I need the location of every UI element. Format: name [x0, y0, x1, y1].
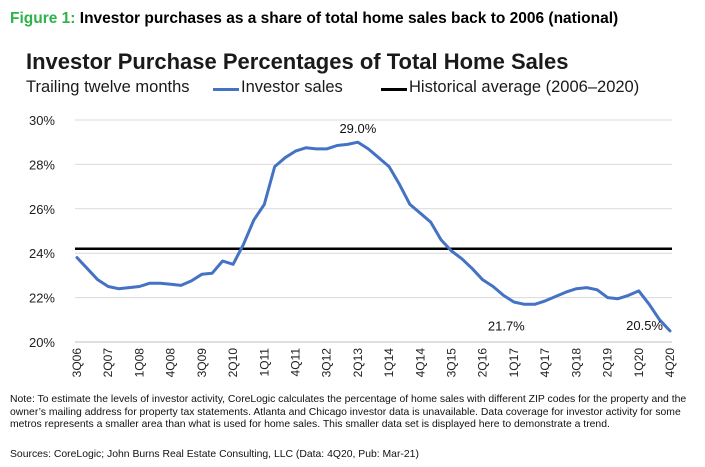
x-tick-label: 3Q09 [195, 348, 209, 378]
data-label: 20.5% [626, 318, 663, 333]
figure-caption: Investor purchases as a share of total h… [79, 10, 619, 27]
x-tick-label: 1Q14 [382, 348, 396, 378]
x-tick-label: 3Q06 [70, 348, 84, 378]
y-tick-label: 22% [29, 291, 55, 306]
x-tick-label: 4Q08 [164, 348, 178, 378]
data-label: 29.0% [339, 121, 376, 136]
y-tick-label: 26% [29, 202, 55, 217]
x-tick-label: 1Q20 [632, 348, 646, 378]
x-tick-label: 4Q14 [413, 348, 427, 378]
x-tick-label: 2Q16 [476, 348, 490, 378]
figure-label: Figure 1: [10, 10, 76, 27]
x-tick-label: 4Q17 [538, 348, 552, 378]
chart-note: Note: To estimate the levels of investor… [10, 394, 687, 431]
figure-heading: Figure 1: Investor purchases as a share … [10, 10, 618, 28]
x-tick-label: 2Q19 [601, 348, 615, 378]
x-tick-label: 4Q11 [288, 348, 302, 377]
legend-label-historical-average: Historical average (2006–2020) [409, 78, 640, 96]
x-tick-label: 2Q13 [351, 348, 365, 378]
y-tick-label: 28% [29, 157, 55, 172]
legend-label-investor-sales: Investor sales [241, 78, 343, 96]
x-tick-label: 3Q15 [445, 348, 459, 378]
y-tick-label: 24% [29, 246, 55, 261]
legend-swatch-historical-average [381, 88, 407, 91]
x-tick-label: 1Q17 [507, 348, 521, 378]
investor-sales-line [75, 140, 672, 333]
x-tick-label: 2Q10 [226, 348, 240, 378]
y-tick-label: 20% [29, 335, 55, 350]
x-tick-label: 3Q18 [569, 348, 583, 378]
line-chart: 20% 22% 24% 26% 28% 30% 3Q06 2Q07 1Q08 4Q08 3Q09 2Q… [29, 113, 677, 378]
x-tick-label: 3Q12 [320, 348, 334, 378]
x-tick-label: 4Q20 [663, 348, 677, 378]
chart-source: Sources: CoreLogic; John Burns Real Esta… [10, 449, 419, 460]
legend-row: Trailing twelve months Investor sales Hi… [26, 78, 666, 100]
x-tick-label: 1Q08 [132, 348, 146, 378]
y-tick-label: 30% [29, 113, 55, 128]
x-tick-label: 1Q11 [257, 348, 271, 377]
chart-subtitle: Trailing twelve months [26, 78, 190, 96]
legend-swatch-investor-sales [213, 88, 239, 91]
chart-title: Investor Purchase Percentages of Total H… [26, 49, 569, 74]
x-tick-label: 2Q07 [101, 348, 115, 378]
data-label: 21.7% [488, 318, 525, 333]
